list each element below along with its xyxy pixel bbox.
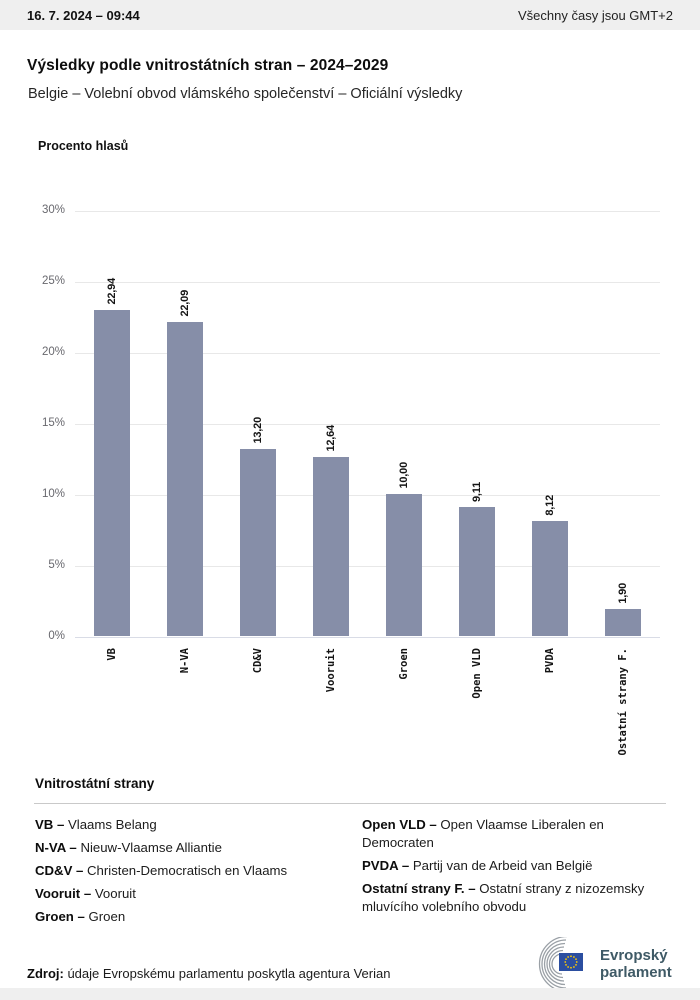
x-axis-label-text: Open VLD — [471, 648, 484, 699]
legend-title: Vnitrostátní strany — [35, 776, 155, 791]
bar-column: 9,11 Open VLD — [441, 211, 514, 699]
gridline — [75, 211, 660, 212]
ep-logo: Evropský parlament — [530, 937, 672, 991]
x-axis-label: Ostatní strany F. — [587, 648, 660, 766]
legend-item: CD&V – Christen-Democratisch en Vlaams — [35, 862, 340, 880]
legend-item-abbr: PVDA – — [362, 858, 413, 873]
bar — [312, 457, 349, 636]
x-axis-label: PVDA — [514, 648, 587, 766]
gridline — [75, 495, 660, 496]
gridline — [75, 353, 660, 354]
legend-item-abbr: Vooruit – — [35, 886, 95, 901]
bar-value-label: 9,11 — [471, 481, 484, 502]
bar-value-label: 8,12 — [544, 495, 557, 516]
legend-item-name: Ostatní strany z nizozemsky mluvícího vo… — [362, 881, 645, 914]
bar-value-label: 13,20 — [251, 417, 264, 444]
y-tick-label: 20% — [41, 346, 65, 358]
bar — [239, 449, 276, 636]
bar — [532, 521, 569, 636]
gridline — [75, 566, 660, 567]
x-axis-label: CD&V — [221, 648, 294, 766]
topbar: 16. 7. 2024 – 09:44 Všechny časy jsou GM… — [0, 0, 700, 30]
legend-item-name: Partij van de Arbeid van België — [412, 858, 593, 873]
bar-value-label: 22,09 — [178, 290, 191, 317]
x-axis-label: N-VA — [148, 648, 221, 766]
legend-item-name: Nieuw-Vlaamse Alliantie — [80, 840, 222, 855]
gridline — [75, 424, 660, 425]
ep-logo-text-line1: Evropský — [600, 947, 668, 964]
legend-item-name: Open Vlaamse Liberalen en Democraten — [362, 817, 604, 850]
page-subtitle: Belgie – Volební obvod vlámského společe… — [28, 86, 463, 102]
bar-column: 22,09 N-VA — [148, 211, 221, 673]
bar — [166, 322, 203, 636]
bar-column: 13,20 CD&V — [221, 211, 294, 673]
legend-item-abbr: N-VA – — [35, 840, 81, 855]
x-axis-label-text: Ostatní strany F. — [617, 648, 630, 756]
legend-item-abbr: Ostatní strany F. – — [362, 881, 480, 896]
legend-item-abbr: Open VLD – — [362, 817, 441, 832]
source-text: údaje Evropskému parlamentu poskytla age… — [63, 966, 391, 981]
legend-item: Vooruit – Vooruit — [35, 885, 340, 903]
bar-column: 22,94 VB — [75, 211, 148, 661]
legend-column-left: VB – Vlaams Belang N-VA – Nieuw-Vlaamse A… — [35, 816, 340, 931]
ep-logo-text-line2: parlament — [600, 964, 672, 981]
bar-value-label: 12,64 — [324, 425, 337, 452]
bar — [605, 609, 642, 636]
x-axis-label-text: CD&V — [251, 648, 264, 674]
legend-item: Ostatní strany F. – Ostatní strany z niz… — [362, 880, 662, 916]
x-axis-label-text: Vooruit — [324, 648, 337, 693]
bar-column: 12,64 Vooruit — [294, 211, 367, 692]
x-axis-label: VB — [75, 648, 148, 766]
x-axis-label-text: PVDA — [544, 648, 557, 674]
legend-item: Groen – Groen — [35, 908, 340, 926]
gridline — [75, 282, 660, 283]
legend-item: VB – Vlaams Belang — [35, 816, 340, 834]
legend-item-name: Groen — [88, 909, 126, 924]
bottom-strip — [0, 988, 700, 1000]
legend-item: Open VLD – Open Vlaamse Liberalen en Dem… — [362, 816, 662, 852]
bar-value-label: 22,94 — [105, 278, 118, 305]
bar-column: 10,00 Groen — [368, 211, 441, 680]
bar-value-label: 1,90 — [617, 583, 630, 604]
x-axis-label: Vooruit — [294, 648, 367, 766]
legend-item-name: Vlaams Belang — [67, 817, 157, 832]
x-axis-label: Groen — [368, 648, 441, 766]
legend-divider — [34, 803, 666, 804]
y-tick-label: 30% — [41, 204, 65, 216]
bar-value-label: 10,00 — [398, 462, 411, 489]
topbar-datetime: 16. 7. 2024 – 09:44 — [27, 7, 140, 23]
source-note: Zdroj: údaje Evropskému parlamentu posky… — [27, 966, 390, 981]
bar-column: 1,90 Ostatní strany F. — [587, 211, 660, 755]
source-label: Zdroj: — [27, 966, 64, 981]
legend-item: PVDA – Partij van de Arbeid van België — [362, 857, 662, 875]
y-tick-label: 15% — [41, 417, 65, 429]
bar-column: 8,12 PVDA — [514, 211, 587, 673]
page-title: Výsledky podle vnitrostátních stran – 20… — [27, 57, 389, 74]
legend-item-abbr: VB – — [35, 817, 68, 832]
chart-y-axis-title: Procento hlasů — [38, 139, 129, 153]
y-tick-label: 25% — [41, 275, 65, 287]
topbar-timezone-note: Všechny časy jsou GMT+2 — [518, 7, 673, 23]
legend-item-abbr: CD&V – — [35, 863, 88, 878]
x-axis-label-text: Groen — [398, 648, 411, 680]
legend-item-name: Vooruit — [94, 886, 136, 901]
legend-item-name: Christen-Democratisch en Vlaams — [87, 863, 288, 878]
legend-column-right: Open VLD – Open Vlaamse Liberalen en Dem… — [362, 816, 662, 921]
gridline — [75, 637, 660, 638]
bar — [459, 507, 496, 636]
bar — [386, 494, 423, 636]
y-tick-label: 5% — [48, 559, 65, 571]
x-axis-label-text: VB — [105, 648, 118, 661]
bar-chart: 30% 25% 20% 15% 10% 5% 0% 22,94 VB 22,09 N-VA 13,20… — [42, 204, 660, 755]
y-tick-label: 0% — [48, 630, 65, 642]
bar — [93, 310, 130, 636]
ep-logo-text: Evropský parlament — [600, 947, 672, 981]
legend-item: N-VA – Nieuw-Vlaamse Alliantie — [35, 839, 340, 857]
ep-hemicycle-icon — [538, 937, 583, 991]
eu-flag-icon — [559, 953, 583, 971]
x-axis-label-text: N-VA — [178, 648, 191, 674]
y-tick-label: 10% — [41, 488, 65, 500]
x-axis-label: Open VLD — [441, 648, 514, 766]
legend-item-abbr: Groen – — [35, 909, 89, 924]
